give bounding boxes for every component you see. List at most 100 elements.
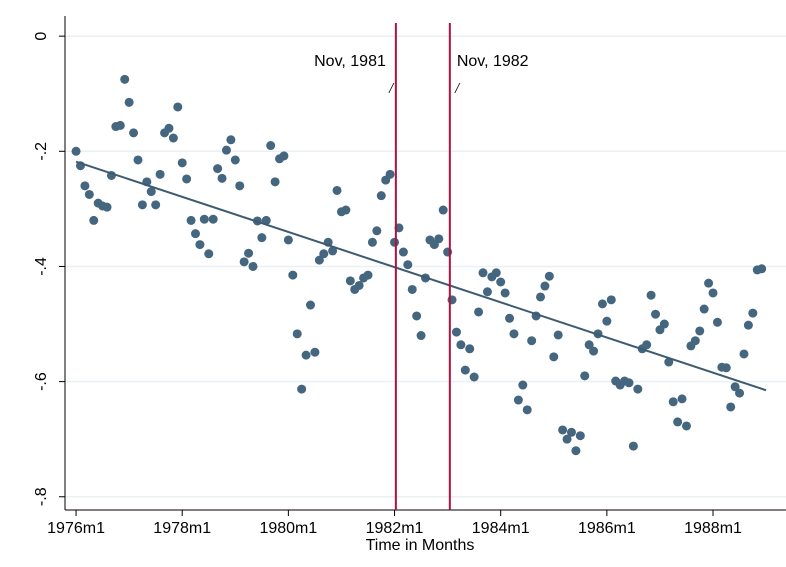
point	[129, 128, 139, 138]
point	[743, 320, 753, 330]
y-tick-label: -.2	[33, 142, 50, 161]
x-tick-label: 1978m1	[153, 520, 211, 537]
point	[695, 326, 705, 336]
point	[204, 249, 214, 259]
point	[659, 319, 669, 329]
point	[385, 169, 395, 179]
point	[151, 200, 161, 210]
annotation-leader	[388, 82, 395, 94]
point	[297, 384, 307, 394]
point	[505, 313, 515, 323]
point	[726, 402, 736, 412]
point	[434, 234, 444, 244]
point	[589, 346, 599, 356]
point	[549, 352, 559, 362]
point	[279, 151, 289, 161]
point	[398, 247, 408, 257]
point	[283, 235, 293, 245]
point	[84, 189, 94, 199]
point	[226, 135, 236, 145]
x-axis-title: Time in Months	[366, 537, 475, 554]
point	[137, 200, 147, 210]
point	[328, 246, 338, 256]
point	[213, 164, 223, 174]
point	[217, 173, 227, 183]
point	[376, 191, 386, 201]
point	[681, 421, 691, 431]
y-tick-label: -.8	[33, 487, 50, 506]
point	[739, 349, 749, 359]
point	[372, 226, 382, 236]
point	[120, 74, 130, 84]
point	[168, 133, 178, 143]
point	[642, 340, 652, 350]
point	[469, 372, 479, 382]
x-tick-label: 1976m1	[47, 520, 105, 537]
point	[602, 316, 612, 326]
point	[412, 311, 422, 321]
y-tick-label: 0	[33, 32, 50, 41]
point	[460, 365, 470, 375]
point	[575, 431, 585, 441]
point	[491, 268, 501, 278]
point	[633, 384, 643, 394]
point	[668, 397, 678, 407]
point	[266, 141, 276, 151]
point	[208, 214, 218, 224]
point	[235, 181, 245, 191]
point	[173, 102, 183, 112]
fit-line	[75, 160, 767, 392]
point	[257, 233, 267, 243]
point	[708, 288, 718, 298]
point	[407, 284, 417, 294]
point	[522, 405, 532, 415]
point	[115, 120, 125, 130]
point	[403, 260, 413, 270]
point	[319, 249, 329, 259]
point	[562, 434, 572, 444]
point	[261, 215, 271, 225]
point	[314, 255, 324, 265]
point	[155, 169, 165, 179]
point	[704, 278, 714, 288]
point	[244, 248, 254, 258]
point	[757, 264, 767, 274]
point	[456, 340, 466, 350]
point	[558, 425, 568, 435]
x-tick-label: 1988m1	[684, 520, 742, 537]
point	[735, 388, 745, 398]
point	[544, 271, 554, 281]
point	[553, 330, 563, 340]
point	[478, 268, 488, 278]
point	[690, 336, 700, 346]
point	[177, 158, 187, 168]
point	[354, 280, 364, 290]
x-tick-label: 1986m1	[578, 520, 636, 537]
point	[518, 380, 528, 390]
point	[482, 287, 492, 297]
point	[186, 215, 196, 225]
point	[390, 237, 400, 247]
point	[301, 350, 311, 360]
point	[646, 290, 656, 300]
point	[341, 205, 351, 215]
point	[677, 394, 687, 404]
point	[146, 187, 156, 197]
point	[124, 97, 134, 107]
point	[199, 214, 209, 224]
point	[345, 276, 355, 286]
point	[239, 257, 249, 267]
point	[721, 363, 731, 373]
point	[536, 292, 546, 302]
point	[509, 329, 519, 339]
point	[628, 441, 638, 451]
point	[451, 327, 461, 337]
point	[270, 177, 280, 187]
point	[566, 427, 576, 437]
point	[500, 288, 510, 298]
annotation-leader	[454, 82, 461, 94]
point	[195, 240, 205, 250]
point	[580, 371, 590, 381]
point	[712, 317, 722, 327]
point	[474, 307, 484, 317]
